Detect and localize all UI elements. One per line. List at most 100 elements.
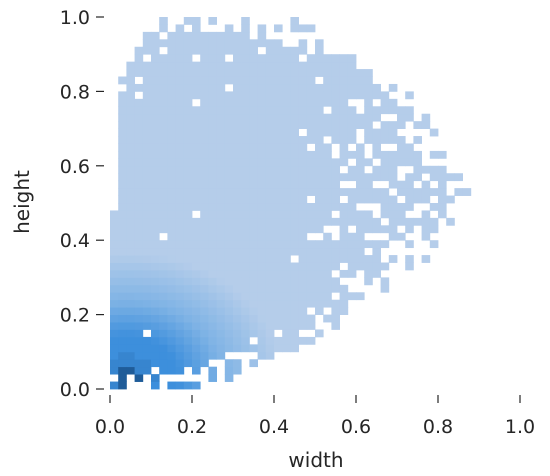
heatmap-cell: [364, 136, 373, 144]
x-axis-label: width: [288, 448, 343, 472]
heatmap-cell: [175, 113, 185, 122]
heatmap-cell: [265, 158, 275, 167]
heatmap-cell: [224, 284, 234, 293]
heatmap-cell: [323, 195, 332, 204]
heatmap-cell: [151, 173, 160, 182]
heatmap-cell: [142, 262, 152, 271]
heatmap-cell: [364, 173, 373, 182]
heatmap-cell: [257, 284, 267, 293]
heatmap-cell: [192, 17, 201, 25]
heatmap-cell: [118, 292, 127, 301]
heatmap-cell: [126, 232, 135, 241]
heatmap-cell: [274, 98, 283, 107]
heatmap-cell: [257, 31, 267, 40]
heatmap-cell: [200, 83, 209, 92]
heatmap-cell: [118, 210, 127, 219]
heatmap-cell: [167, 269, 176, 278]
heatmap-cell: [298, 143, 308, 152]
heatmap-cell: [208, 98, 217, 107]
heatmap-cell: [249, 69, 258, 77]
heatmap-cell: [175, 128, 185, 137]
heatmap-cell: [298, 106, 308, 115]
heatmap-cell: [331, 165, 340, 174]
heatmap-cell: [167, 240, 176, 249]
heatmap-cell: [183, 91, 193, 100]
heatmap-cell: [183, 76, 193, 85]
heatmap-cell: [126, 180, 135, 189]
heatmap-cell: [265, 136, 275, 144]
heatmap-cell: [134, 225, 144, 234]
heatmap-cell: [331, 203, 340, 211]
heatmap-cell: [298, 76, 308, 85]
heatmap-cell: [290, 143, 299, 152]
heatmap-cell: [110, 262, 119, 271]
x-tick-label: 0.2: [177, 416, 207, 438]
heatmap-cell: [298, 255, 308, 263]
heatmap-cell: [298, 299, 308, 308]
heatmap-cell: [323, 262, 332, 271]
heatmap-cell: [192, 247, 201, 256]
heatmap-cell: [356, 232, 365, 241]
heatmap-cell: [233, 188, 242, 196]
heatmap-cell: [216, 247, 226, 256]
heatmap-cell: [126, 277, 135, 286]
heatmap-cell: [183, 69, 193, 77]
heatmap-cell: [224, 247, 234, 256]
heatmap-cell: [224, 225, 234, 234]
heatmap-cell: [274, 322, 283, 330]
heatmap-cell: [315, 69, 324, 77]
heatmap-cell: [183, 54, 193, 63]
heatmap-cell: [331, 128, 340, 137]
heatmap-cell: [372, 136, 381, 144]
heatmap-cell: [249, 262, 258, 271]
heatmap-cell: [241, 299, 250, 308]
heatmap-cell: [126, 91, 135, 100]
heatmap-cell: [224, 217, 234, 226]
heatmap-cell: [118, 76, 127, 85]
heatmap-cell: [339, 83, 349, 92]
heatmap-cell: [249, 329, 258, 338]
heatmap-cell: [233, 329, 242, 338]
heatmap-cell: [380, 91, 390, 100]
heatmap-cell: [339, 232, 349, 241]
heatmap-cell: [347, 61, 357, 70]
heatmap-cell: [224, 158, 234, 167]
heatmap-cell: [290, 136, 299, 144]
heatmap-cell: [257, 188, 267, 196]
heatmap-cell: [200, 31, 209, 40]
heatmap-cell: [298, 46, 308, 55]
heatmap-cell: [151, 158, 160, 167]
heatmap-cell: [241, 150, 250, 159]
heatmap-cell: [126, 314, 135, 323]
heatmap-cell: [347, 210, 357, 219]
heatmap-cell: [356, 173, 365, 182]
heatmap-cell: [118, 277, 127, 286]
heatmap-cell: [347, 269, 357, 278]
heatmap-cell: [331, 217, 340, 226]
heatmap-cell: [290, 91, 299, 100]
heatmap-cell: [192, 31, 201, 40]
heatmap-cell: [339, 217, 349, 226]
heatmap-cell: [159, 98, 168, 107]
heatmap-cell: [167, 262, 176, 271]
heatmap-cell: [397, 136, 406, 144]
heatmap-cell: [216, 344, 226, 353]
heatmap-cell: [290, 292, 299, 301]
heatmap-cell: [265, 299, 275, 308]
heatmap-cell: [183, 158, 193, 167]
heatmap-cell: [282, 188, 291, 196]
heatmap-cell: [216, 284, 226, 293]
heatmap-cell: [380, 225, 390, 234]
heatmap-cell: [233, 39, 242, 48]
heatmap-cell: [142, 255, 152, 263]
heatmap-cell: [282, 150, 291, 159]
heatmap-cell: [126, 61, 135, 70]
heatmap-cell: [200, 262, 209, 271]
heatmap-cell: [224, 98, 234, 107]
heatmap-cell: [249, 284, 258, 293]
heatmap-cell: [159, 299, 168, 308]
heatmap-cell: [339, 307, 349, 315]
heatmap-cell: [421, 180, 431, 189]
heatmap-cell: [224, 69, 234, 77]
heatmap-cell: [216, 299, 226, 308]
